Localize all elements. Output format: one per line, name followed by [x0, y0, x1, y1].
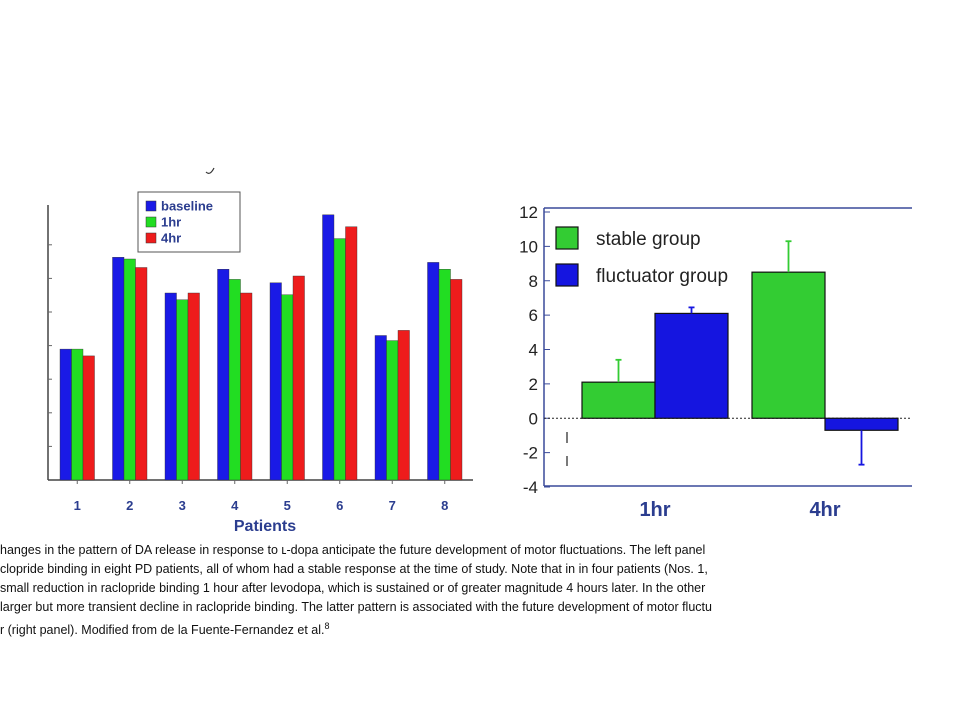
right-y-tick-label: -4	[523, 478, 538, 497]
left-x-tick-label: 7	[389, 498, 396, 513]
left-legend-label: 4hr	[161, 231, 181, 246]
right-y-tick-label: 10	[519, 237, 538, 256]
bar-fluctuator-group-1hr	[654, 312, 729, 419]
bar-4hr-patient-3	[187, 292, 200, 481]
caption-line: clopride binding in eight PD patients, a…	[0, 562, 708, 576]
bar-4hr-patient-8	[450, 279, 463, 481]
right-y-tick-label: -2	[523, 444, 538, 463]
bar-stable-group-4hr	[751, 271, 826, 419]
left-y-ticks	[48, 244, 52, 447]
caption-line: r (right panel). Modified from de la Fue…	[0, 617, 930, 640]
right-y-tick-label: 4	[529, 341, 538, 360]
left-legend-label: 1hr	[161, 215, 181, 230]
right-x-tick-label: 1hr	[639, 499, 670, 521]
right-legend-swatch	[555, 263, 579, 287]
right-x-tick-labels: 1hr 4hr	[639, 499, 840, 521]
left-legend-swatch	[145, 200, 157, 212]
right-bars	[581, 240, 899, 466]
caption-text: r (right panel). Modified from de la Fue…	[0, 623, 325, 638]
left-legend-label: baseline	[161, 199, 213, 214]
right-y-tick-label: 2	[529, 375, 538, 394]
right-y-tick-label: 8	[529, 272, 538, 291]
left-x-tick-label: 1	[74, 498, 81, 513]
caption-line: larger but more transient decline in rac…	[0, 600, 712, 614]
bar-4hr-patient-5	[292, 275, 305, 481]
right-x-tick-label: 4hr	[809, 499, 840, 521]
bar-4hr-patient-4	[240, 292, 253, 481]
right-y-tick-label: 12	[519, 203, 538, 222]
bar-stable-group-1hr	[581, 381, 656, 419]
left-x-axis-title: Patients	[234, 518, 296, 535]
left-x-tick-label: 5	[284, 498, 291, 513]
right-legend: stable group fluctuator group	[555, 226, 728, 287]
left-legend-swatch	[145, 216, 157, 228]
caption-reference: 8	[324, 621, 330, 631]
bar-4hr-patient-7	[397, 330, 410, 481]
right-legend-label: stable group	[596, 229, 701, 250]
right-y-tick-label: 6	[529, 306, 538, 325]
bar-4hr-patient-1	[82, 355, 95, 481]
stray-mark	[205, 167, 215, 174]
left-legend-swatch	[145, 232, 157, 244]
right-y-tick-label: 0	[529, 409, 538, 428]
left-x-tick-label: 4	[231, 498, 239, 513]
left-x-tick-label: 6	[336, 498, 343, 513]
right-legend-label: fluctuator group	[596, 266, 728, 287]
bar-4hr-patient-6	[345, 226, 358, 481]
bar-4hr-patient-2	[135, 267, 148, 481]
right-y-ticks: 12 10 8 6 4 2 0 -2 -4	[519, 203, 550, 497]
bar-fluctuator-group-4hr	[824, 417, 899, 431]
caption-line: small reduction in raclopride binding 1 …	[0, 581, 706, 595]
left-x-tick-labels: 1 2 3 4 5 6 7 8	[74, 480, 448, 513]
left-bars	[59, 214, 463, 481]
left-x-tick-label: 3	[179, 498, 186, 513]
figure-caption: hanges in the pattern of DA release in r…	[0, 541, 930, 641]
caption-line: hanges in the pattern of DA release in r…	[0, 543, 706, 557]
left-x-tick-label: 2	[126, 498, 133, 513]
left-x-tick-label: 8	[441, 498, 448, 513]
right-legend-swatch	[555, 226, 579, 250]
